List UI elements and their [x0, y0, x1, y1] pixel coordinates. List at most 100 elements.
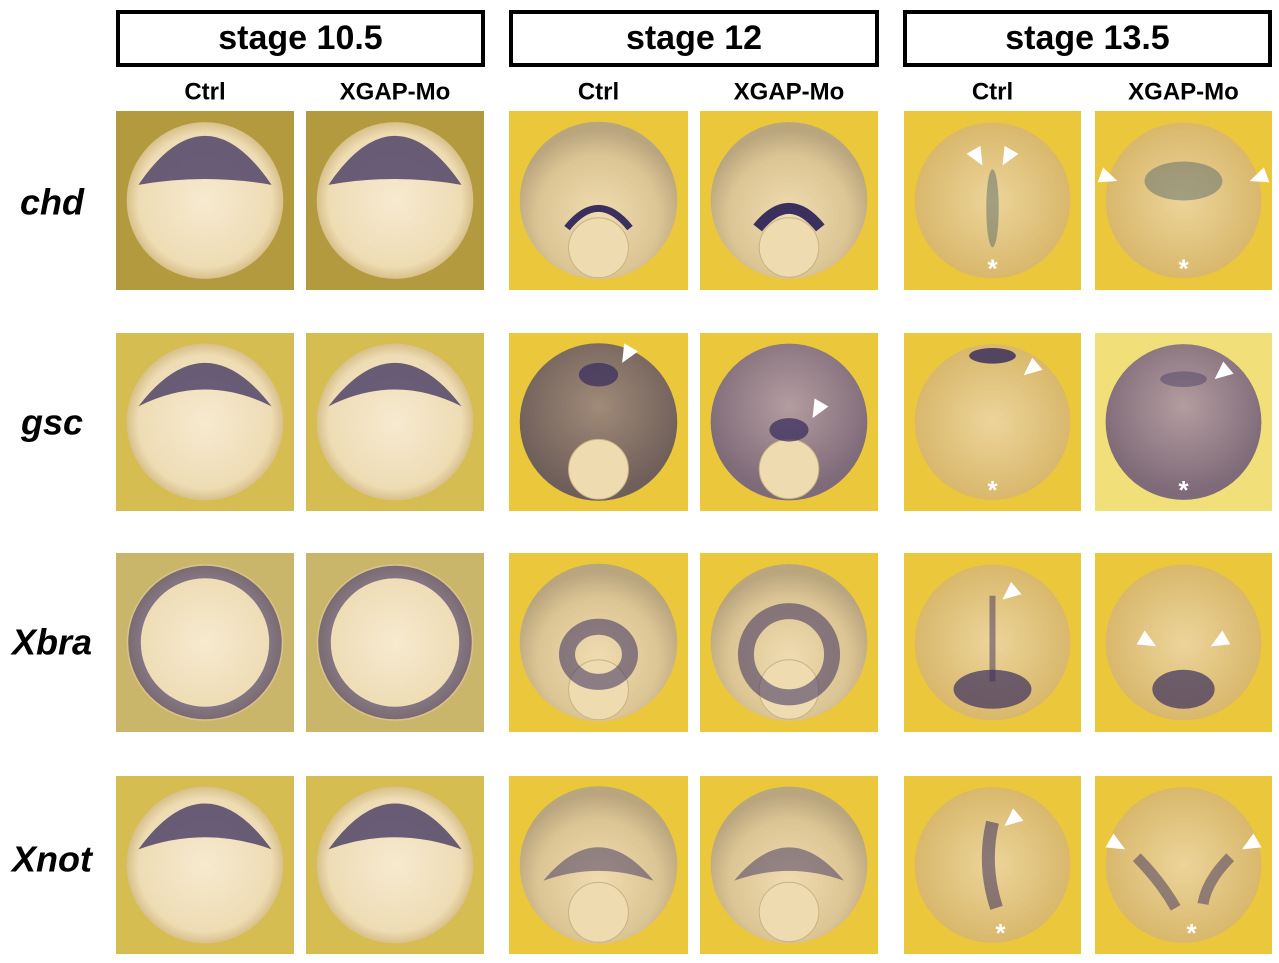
- arrowhead: [1249, 167, 1270, 183]
- arrowhead: [1105, 833, 1126, 850]
- stain: [1144, 161, 1223, 201]
- arrowhead: [812, 398, 829, 419]
- column-label: XGAP-Mo: [340, 78, 451, 105]
- stain: [138, 803, 272, 850]
- stage-box: [116, 10, 485, 67]
- stain: [564, 204, 633, 231]
- stain: [1160, 371, 1207, 387]
- blastopore: [568, 881, 629, 943]
- blastopore: [568, 438, 629, 500]
- stage-label: stage 13.5: [1005, 19, 1169, 57]
- arrowhead: [1210, 630, 1231, 647]
- asterisk: *: [1178, 253, 1189, 283]
- row-label: chd: [20, 182, 85, 223]
- row-label: gsc: [20, 402, 83, 443]
- embryo-panel: [700, 776, 878, 954]
- stage-label: stage 10.5: [218, 19, 382, 57]
- embryo-panel: *: [1095, 333, 1272, 511]
- asterisk: *: [1178, 475, 1189, 505]
- arrowhead: [966, 145, 983, 166]
- asterisk: *: [995, 918, 1006, 948]
- column-label: Ctrl: [184, 78, 225, 105]
- stage-label: stage 12: [626, 19, 762, 57]
- column-label: XGAP-Mo: [1128, 78, 1239, 105]
- embryo: [316, 564, 474, 721]
- embryo: [519, 343, 678, 501]
- embryo-panel: [116, 553, 294, 732]
- stain: [953, 669, 1032, 709]
- embryo-panel: [116, 333, 294, 511]
- arrowhead: [1023, 357, 1043, 376]
- stain: [328, 803, 462, 850]
- stain: [981, 820, 1003, 910]
- stain: [328, 135, 462, 185]
- embryo-panel: [306, 111, 484, 290]
- embryo-panel: *: [904, 776, 1081, 954]
- arrowhead: [1097, 167, 1118, 183]
- embryo: [1105, 564, 1262, 721]
- arrowhead: [1002, 145, 1019, 166]
- embryo-panel: *: [1095, 776, 1272, 954]
- stain: [737, 603, 841, 706]
- stain: [989, 595, 996, 682]
- embryo-panel: [509, 553, 688, 732]
- embryo-panel: *: [1095, 111, 1272, 290]
- stain: [543, 847, 654, 881]
- embryo-panel: [509, 333, 688, 511]
- stain: [969, 348, 1016, 364]
- stage-box: [509, 10, 879, 67]
- embryo-panel: [116, 111, 294, 290]
- embryo: [710, 122, 868, 279]
- embryo-panel: [306, 553, 484, 732]
- embryo-panel: *: [904, 111, 1081, 290]
- column-label: XGAP-Mo: [734, 78, 845, 105]
- blastopore: [758, 217, 820, 278]
- embryo-panel: [509, 111, 688, 290]
- row-label: Xnot: [10, 839, 94, 880]
- stain: [1132, 853, 1235, 911]
- embryo-panel: *: [904, 333, 1081, 511]
- asterisk: *: [987, 253, 998, 283]
- embryo-panel: [700, 553, 878, 732]
- embryo-panel: [1095, 553, 1272, 732]
- embryo: [1105, 787, 1262, 943]
- arrowhead: [1241, 833, 1262, 850]
- arrowhead: [1004, 808, 1024, 827]
- embryo: [519, 121, 678, 280]
- stain: [734, 847, 844, 881]
- blastopore: [758, 881, 820, 943]
- row-label: Xbra: [10, 622, 92, 663]
- embryo: [126, 564, 284, 721]
- embryo: [1105, 344, 1262, 500]
- stain: [128, 565, 282, 720]
- embryo: [1105, 122, 1262, 279]
- column-label: Ctrl: [578, 78, 619, 105]
- embryo-panel: [306, 776, 484, 954]
- embryo-panel: [509, 776, 688, 954]
- embryo-panel: [116, 776, 294, 954]
- stain: [753, 202, 825, 232]
- arrowhead: [1214, 361, 1234, 380]
- arrowhead: [1136, 630, 1157, 647]
- asterisk: *: [987, 475, 998, 505]
- stain: [318, 565, 472, 720]
- blastopore: [758, 438, 820, 500]
- column-label: Ctrl: [972, 78, 1013, 105]
- stage-box: [903, 10, 1272, 67]
- blastopore: [568, 217, 629, 279]
- embryo-panel: [306, 333, 484, 511]
- asterisk: *: [1186, 918, 1197, 948]
- embryo: [519, 563, 678, 722]
- stain: [558, 618, 639, 690]
- embryo-panel: [904, 553, 1081, 732]
- arrowhead: [622, 343, 639, 363]
- stain: [769, 418, 809, 442]
- embryo: [914, 344, 1071, 500]
- stain: [986, 169, 999, 248]
- stain: [328, 362, 462, 407]
- embryo-panel: [700, 333, 878, 511]
- stain: [138, 362, 272, 407]
- stain: [578, 362, 619, 387]
- embryo-panel: [700, 111, 878, 290]
